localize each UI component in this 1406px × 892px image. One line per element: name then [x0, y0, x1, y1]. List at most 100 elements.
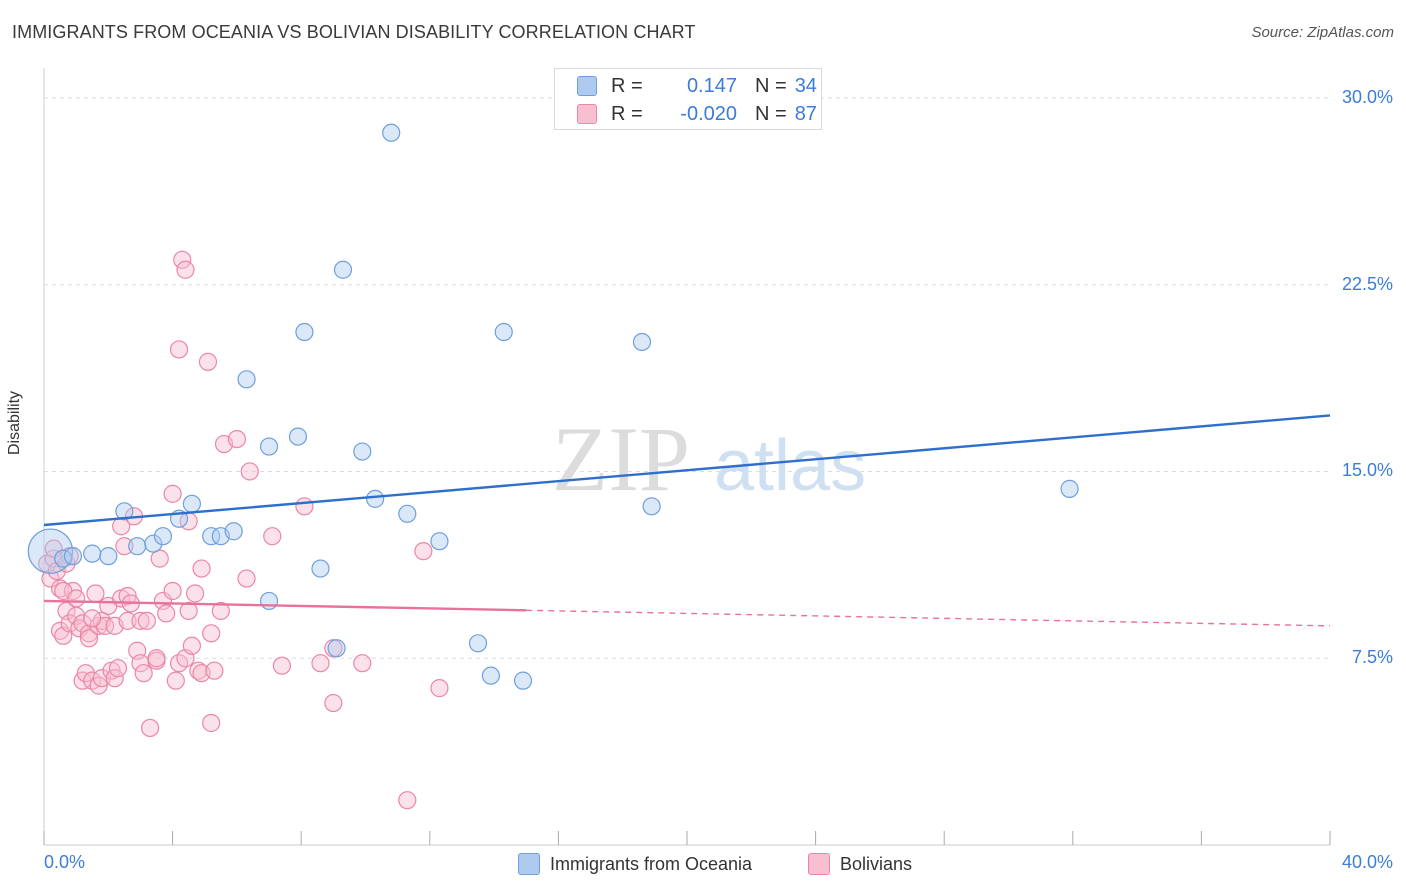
legend-n-label: N =	[755, 102, 787, 125]
bolivians-point	[324, 693, 343, 713]
bottom-legend-label: Immigrants from Oceania	[550, 853, 753, 874]
oceania-point	[182, 494, 201, 513]
bolivians-point	[41, 569, 60, 588]
bolivians-point	[92, 669, 111, 688]
bolivians-point	[192, 559, 211, 578]
bolivians-point	[79, 629, 99, 648]
bolivians-point	[166, 671, 185, 690]
bolivians-point	[105, 669, 124, 688]
bolivians-point	[163, 484, 182, 503]
oceania-point	[63, 547, 83, 566]
stats-legend: R = 0.147 N = 34 R = -0.020 N = 87	[554, 68, 822, 130]
bolivians-point	[157, 604, 176, 623]
oceania-trendline	[43, 414, 1331, 527]
oceania-point	[295, 322, 314, 342]
bolivians-trendline-extension	[526, 609, 1331, 627]
bolivians-point	[140, 718, 160, 738]
bottom-legend-swatch-blue	[518, 853, 540, 875]
legend-r-value: -0.020	[680, 102, 737, 125]
bottom-legend-label: Bolivians	[840, 853, 913, 874]
bolivians-point	[205, 661, 224, 680]
bolivians-point	[189, 661, 208, 680]
oceania-point	[468, 634, 488, 653]
bolivians-point	[163, 581, 182, 601]
oceania-points	[27, 123, 1079, 690]
bolivians-point	[50, 621, 70, 640]
bolivians-point	[272, 656, 292, 675]
legend-swatch-blue	[577, 76, 597, 96]
axes	[43, 68, 1331, 846]
bottom-legend-swatch-pink	[808, 853, 830, 875]
bolivians-point	[131, 611, 150, 630]
bolivians-point	[67, 589, 86, 608]
bolivians-point	[147, 649, 166, 668]
x-tick-label-min: 0.0%	[44, 852, 86, 872]
legend-r-label: R =	[611, 102, 643, 125]
watermark-zip: ZIP	[552, 408, 690, 510]
bolivians-point	[83, 609, 102, 628]
bolivians-point	[137, 611, 156, 630]
oceania-point	[237, 370, 256, 389]
oceania-point	[1060, 479, 1079, 498]
bolivians-point	[211, 601, 230, 621]
oceania-point	[366, 489, 385, 508]
legend-r-value: 0.147	[686, 74, 737, 97]
legend-swatch-pink	[577, 104, 597, 124]
oceania-point	[202, 527, 221, 546]
oceania-point	[382, 123, 401, 142]
y-tick-label: 22.5%	[1341, 273, 1393, 294]
bolivians-point	[118, 611, 137, 630]
bolivians-point	[237, 569, 256, 588]
bolivians-point	[86, 584, 105, 603]
bolivians-point	[89, 616, 108, 635]
chart-title: IMMIGRANTS FROM OCEANIA VS BOLIVIAN DISA…	[12, 22, 696, 42]
bolivians-point	[179, 601, 198, 621]
bolivians-point	[182, 636, 201, 655]
legend-n-label: N =	[755, 74, 787, 97]
oceania-point	[27, 528, 74, 574]
bolivians-point	[414, 542, 433, 561]
bolivians-point	[79, 624, 99, 643]
legend-n-value: 34	[794, 74, 817, 97]
oceania-point	[288, 427, 308, 446]
bolivians-point	[263, 527, 282, 546]
y-tick-label: 15.0%	[1341, 460, 1393, 481]
legend-row-bolivians: R = -0.020 N = 87	[577, 101, 817, 127]
oceania-point	[99, 547, 118, 566]
bolivians-point	[176, 260, 195, 279]
bolivians-point	[108, 659, 128, 678]
oceania-point	[83, 544, 102, 563]
oceania-point	[513, 671, 533, 690]
bolivians-point	[173, 250, 192, 269]
oceania-point	[353, 442, 372, 461]
oceania-point	[224, 522, 243, 541]
oceania-point	[153, 527, 173, 546]
oceania-point	[398, 504, 417, 523]
oceania-point	[333, 260, 353, 279]
bolivians-point	[186, 584, 205, 603]
bolivians-point	[134, 664, 153, 683]
oceania-point	[481, 666, 500, 685]
oceania-point	[144, 534, 163, 553]
bolivians-point	[44, 539, 63, 558]
bolivians-point	[295, 497, 314, 516]
bolivians-point	[60, 614, 79, 633]
legend-row-oceania: R = 0.147 N = 34	[577, 73, 817, 99]
y-tick-label: 7.5%	[1351, 647, 1393, 668]
bolivians-point	[115, 537, 134, 556]
oceania-point	[430, 532, 449, 551]
bolivians-point	[198, 352, 218, 371]
oceania-point	[632, 332, 652, 352]
oceania-point	[642, 497, 661, 516]
oceania-point	[259, 591, 279, 611]
bolivians-point	[311, 654, 330, 673]
bolivians-point	[150, 549, 169, 568]
legend-n-value: 87	[794, 102, 817, 125]
y-tick-label: 30.0%	[1341, 86, 1393, 107]
bolivians-point	[240, 462, 259, 481]
oceania-point	[327, 639, 346, 658]
oceania-point	[128, 537, 147, 556]
bolivians-trendline	[43, 599, 527, 612]
bottom-legend-bolivians: Bolivians	[808, 852, 912, 876]
trendlines	[43, 414, 1331, 627]
